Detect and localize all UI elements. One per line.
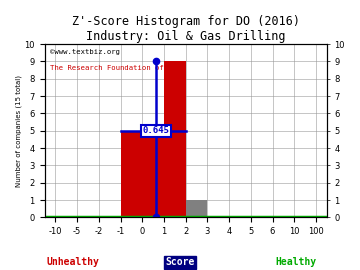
Title: Z'-Score Histogram for DO (2016)
Industry: Oil & Gas Drilling: Z'-Score Histogram for DO (2016) Industr…: [72, 15, 300, 43]
Y-axis label: Number of companies (15 total): Number of companies (15 total): [15, 75, 22, 187]
Bar: [164, 62, 186, 217]
Bar: [121, 131, 164, 217]
Text: ©www.textbiz.org: ©www.textbiz.org: [50, 49, 120, 55]
Text: 0.645: 0.645: [143, 126, 170, 135]
Bar: [186, 200, 207, 217]
Text: Unhealthy: Unhealthy: [47, 257, 100, 267]
Text: Healthy: Healthy: [276, 257, 317, 267]
Text: Score: Score: [165, 257, 195, 267]
Text: The Research Foundation of SUNY: The Research Foundation of SUNY: [50, 65, 186, 71]
